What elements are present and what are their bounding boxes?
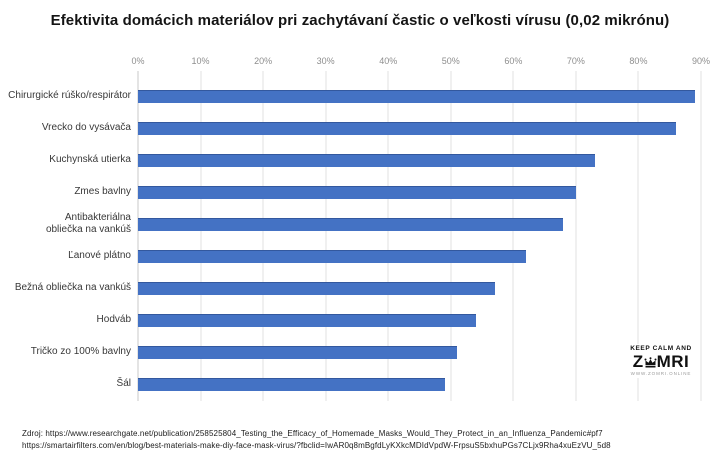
- bar-track: [138, 368, 701, 400]
- bar-track: [138, 112, 701, 144]
- x-axis-tick-label: 70%: [566, 56, 585, 66]
- bar-rows: Chirurgické rúško/respirátor Vrecko do vy…: [0, 80, 701, 400]
- bar: [138, 313, 476, 327]
- bar: [138, 249, 526, 263]
- y-axis-line: [137, 71, 139, 401]
- bar-row: Bežná obliečka na vankúš: [0, 272, 701, 304]
- bar-track: [138, 272, 701, 304]
- chart-title: Efektivita domácich materiálov pri zachy…: [50, 12, 670, 29]
- bar: [138, 185, 576, 199]
- watermark-keep-calm-text: KEEP CALM AND: [630, 345, 692, 352]
- crown-icon: [644, 354, 657, 367]
- x-axis-tick-label: 0%: [131, 56, 145, 66]
- bar-row: Šál: [0, 368, 701, 400]
- category-label: Vrecko do vysávača: [41, 122, 131, 133]
- category-label: Antibakteriálna obliečka na vankúš: [45, 212, 131, 235]
- bar: [138, 345, 458, 359]
- gridline: [450, 71, 452, 401]
- gridline: [325, 71, 327, 401]
- x-axis-tick-label: 60%: [504, 56, 523, 66]
- bar-row: Hodváb: [0, 304, 701, 336]
- plot-gridlines: [137, 71, 702, 401]
- bar-row: Tričko zo 100% bavlny: [0, 336, 701, 368]
- bar-row: Zmes bavlny: [0, 176, 701, 208]
- source-line-1: Zdroj: https://www.researchgate.net/publ…: [22, 429, 603, 438]
- gridline: [200, 71, 202, 401]
- bar-track: [138, 304, 701, 336]
- x-axis-tick-label: 10%: [191, 56, 210, 66]
- bar-track: [138, 240, 701, 272]
- bar: [138, 281, 495, 295]
- category-label: Chirurgické rúško/respirátor: [8, 90, 131, 101]
- bar-row: Antibakteriálna obliečka na vankúš: [0, 208, 701, 240]
- x-axis-tick-label: 90%: [691, 56, 711, 66]
- category-label: Ľanové plátno: [68, 250, 131, 261]
- bar-row: Chirurgické rúško/respirátor: [0, 80, 701, 112]
- bar: [138, 89, 695, 103]
- gridline: [700, 71, 702, 401]
- category-label: Hodváb: [96, 314, 131, 325]
- watermark-url-text: WWW.ZOMRI.ONLINE: [630, 371, 692, 376]
- x-axis-tick-label: 80%: [629, 56, 648, 66]
- x-axis-tick-label: 30%: [316, 56, 335, 66]
- gridline: [262, 71, 264, 401]
- gridline: [637, 71, 639, 401]
- watermark-letter-z: Z: [632, 352, 644, 371]
- watermark-letters-mri: MRI: [656, 352, 690, 371]
- bar: [138, 217, 564, 231]
- bar-row: Ľanové plátno: [0, 240, 701, 272]
- bar-track: [138, 208, 701, 240]
- bar-track: [138, 176, 701, 208]
- x-axis: 0% 10% 20% 30% 40% 50% 60% 70% 80% 90%: [131, 56, 710, 68]
- bar: [138, 153, 595, 167]
- source-citation: Zdroj: https://www.researchgate.net/publ…: [22, 428, 712, 453]
- x-axis-tick-label: 20%: [254, 56, 273, 66]
- bar-track: [138, 336, 701, 368]
- bar-row: Vrecko do vysávača: [0, 112, 701, 144]
- bar-track: [138, 80, 701, 112]
- category-label: Šál: [116, 378, 131, 389]
- bar-row: Kuchynská utierka: [0, 144, 701, 176]
- bar: [138, 121, 676, 135]
- bar-track: [138, 144, 701, 176]
- category-label: Bežná obliečka na vankúš: [14, 282, 131, 293]
- x-axis-tick-label: 40%: [379, 56, 398, 66]
- watermark-zomri-text: Z MRI: [628, 353, 694, 370]
- category-label: Kuchynská utierka: [49, 154, 131, 165]
- category-label: Zmes bavlny: [74, 186, 131, 197]
- zomri-watermark: KEEP CALM AND Z MRI WWW.ZOMRI.ONLINE: [628, 344, 694, 378]
- gridline: [575, 71, 577, 401]
- source-line-2: https://smartairfilters.com/en/blog/best…: [22, 441, 611, 451]
- gridline: [387, 71, 389, 401]
- bar: [138, 377, 445, 391]
- gridline: [512, 71, 514, 401]
- category-label: Tričko zo 100% bavlny: [30, 346, 131, 357]
- x-axis-tick-label: 50%: [441, 56, 460, 66]
